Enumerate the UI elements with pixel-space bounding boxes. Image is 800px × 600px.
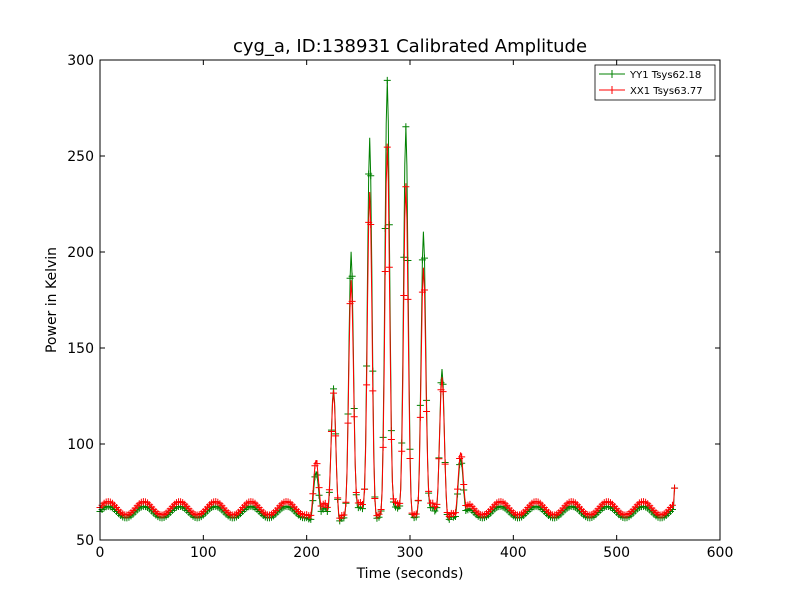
ticks-layer: 0 100 200 300 400 500 600 50 100 150 200 250 300	[67, 53, 733, 561]
data-point	[402, 123, 410, 131]
data-point	[425, 487, 433, 495]
data-point	[340, 511, 348, 519]
x-tick-label: 0	[96, 545, 105, 561]
data-point	[402, 183, 410, 191]
data-point	[460, 480, 468, 488]
data-point	[325, 486, 333, 494]
data-point	[352, 488, 360, 496]
x-tick-label: 500	[603, 545, 630, 561]
x-axis-label: Time (seconds)	[356, 566, 464, 582]
data-point	[454, 485, 462, 493]
data-point	[327, 427, 335, 435]
data-point	[309, 490, 317, 498]
data-point	[375, 510, 383, 518]
data-point	[344, 419, 352, 427]
data-point	[412, 510, 420, 518]
data-point	[377, 505, 385, 513]
data-point	[416, 413, 424, 421]
series-layer	[96, 76, 679, 525]
legend-label-yy1: YY1 Tsys62.18	[629, 70, 701, 81]
y-tick-label: 100	[67, 437, 94, 453]
series-markers-1	[96, 143, 679, 522]
data-point	[358, 501, 366, 509]
data-point	[400, 292, 408, 300]
data-point	[439, 388, 447, 396]
data-point	[383, 76, 391, 84]
y-tick-label: 300	[67, 53, 94, 69]
x-tick-label: 100	[190, 545, 217, 561]
data-point	[367, 221, 375, 229]
data-point	[379, 443, 387, 451]
y-tick-label: 50	[76, 533, 94, 549]
data-point	[348, 272, 356, 280]
y-axis-label: Power in Kelvin	[44, 247, 60, 353]
data-point	[423, 408, 431, 416]
data-point	[429, 499, 437, 507]
data-point	[385, 263, 393, 271]
data-point	[313, 460, 321, 468]
legend-box	[594, 64, 716, 101]
data-point	[381, 267, 389, 275]
y-tick-label: 250	[67, 149, 94, 165]
data-point	[433, 500, 441, 508]
data-point	[420, 254, 428, 262]
y-tick-label: 150	[67, 341, 94, 357]
legend: YY1 Tsys62.18 XX1 Tsys63.77	[594, 64, 716, 101]
data-point	[387, 435, 395, 443]
data-point	[443, 508, 451, 516]
legend-marker-xx1	[608, 86, 616, 94]
data-point	[334, 494, 342, 502]
data-point	[332, 432, 340, 440]
data-point	[383, 143, 391, 151]
legend-marker-yy1	[608, 70, 616, 78]
data-point	[441, 460, 449, 468]
data-point	[435, 455, 443, 463]
x-tick-label: 200	[293, 545, 320, 561]
data-point	[406, 455, 414, 463]
data-point	[307, 511, 315, 519]
legend-label-xx1: XX1 Tsys63.77	[630, 86, 703, 97]
data-point	[330, 389, 338, 397]
x-tick-label: 400	[500, 545, 527, 561]
x-tick-label: 600	[707, 545, 734, 561]
y-tick-label: 200	[67, 245, 94, 261]
data-point	[458, 453, 466, 461]
data-point	[671, 484, 679, 492]
data-point	[323, 503, 331, 511]
data-point	[668, 501, 676, 509]
data-point	[404, 295, 412, 303]
data-point	[361, 485, 369, 493]
data-point	[451, 509, 459, 517]
data-point	[350, 413, 358, 421]
data-point	[363, 381, 371, 389]
data-point	[398, 447, 406, 455]
data-point	[420, 286, 428, 294]
data-point	[342, 498, 350, 506]
x-tick-label: 300	[397, 545, 424, 561]
data-point	[396, 499, 404, 507]
data-point	[367, 172, 375, 180]
data-point	[369, 387, 377, 395]
chart-title: cyg_a, ID:138931 Calibrated Amplitude	[233, 36, 587, 57]
data-point	[321, 499, 329, 507]
data-point	[371, 494, 379, 502]
data-point	[414, 496, 422, 504]
data-point	[348, 297, 356, 305]
data-point	[315, 484, 323, 492]
